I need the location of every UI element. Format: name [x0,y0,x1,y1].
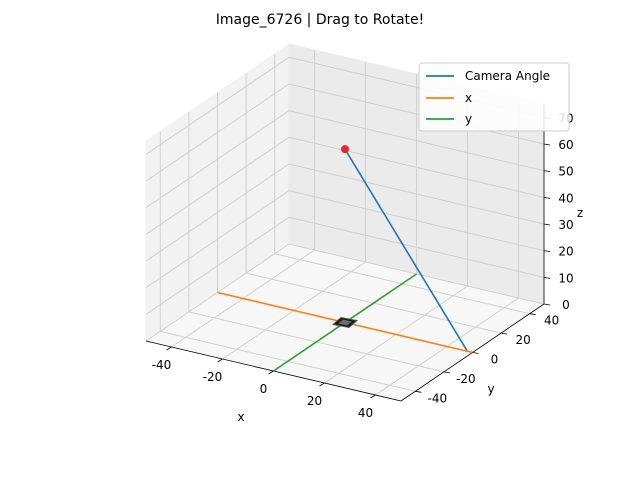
z-tick-label: 10 [558,271,573,285]
grid-line-z [145,163,545,262]
x-tick [370,394,376,399]
grid-line-z [145,216,545,315]
x-tick-label: 0 [260,382,268,396]
image-plane-inner [338,319,352,326]
legend-label-y: y [465,112,472,126]
x-tick-label: -40 [152,358,172,372]
legend-label-camera-angle: Camera Angle [465,69,550,83]
y-tick [443,371,450,374]
z-tick-label: 0 [562,298,570,312]
legend-label-x: x [465,91,472,105]
x-tick [319,382,325,387]
z-tick [543,250,551,253]
z-tick [543,303,551,306]
chart-title: Image_6726 | Drag to Rotate! [216,12,425,28]
z-tick [543,276,551,279]
x-tick-label: -20 [203,370,223,384]
x-tick [217,358,223,363]
data-markers [331,145,359,329]
z-tick [543,170,551,173]
grid-line-z [145,190,545,289]
y-tick [529,313,536,316]
series-line-camera-angle [344,148,469,352]
z-tick [543,196,551,199]
x-axis-label: x [237,410,244,424]
z-tick-label: 30 [558,218,573,232]
y-tick [501,332,508,335]
legend-frame [418,62,570,132]
y-tick [472,352,479,354]
legend: Camera Angle x y [418,62,570,132]
z-tick-label: 40 [558,191,573,205]
x-tick-label: 40 [358,406,373,420]
y-axis-label: y [487,382,494,396]
grid-line-z [145,110,545,209]
z-tick [543,143,551,146]
y-tick-label: 40 [544,314,559,328]
y-tick-label: -20 [456,372,476,386]
x-tick-label: 20 [307,394,322,408]
z-tick-label: 50 [558,165,573,179]
grid-line-z [145,136,545,235]
z-tick-label: 60 [558,138,573,152]
x-tick [268,370,274,375]
y-tick-label: 20 [515,333,530,347]
x-tick [166,346,172,351]
z-tick [543,223,551,226]
y-tick-label: 0 [491,353,499,367]
y-tick [415,390,422,393]
y-tick-label: -40 [427,391,447,405]
z-axis-label: z [577,206,583,220]
z-tick-label: 20 [558,245,573,259]
grid-line-z [145,243,545,342]
camera-marker-point [341,145,349,154]
